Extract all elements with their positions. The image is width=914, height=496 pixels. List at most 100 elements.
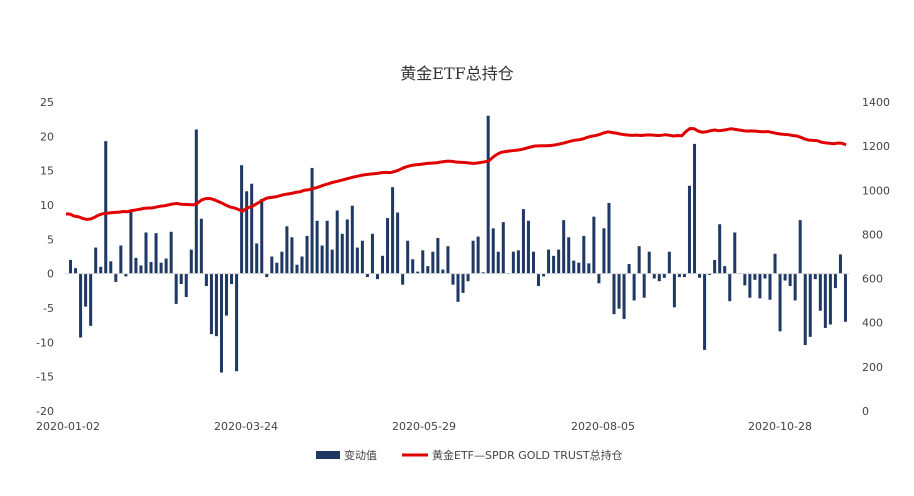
change-bar: [687, 185, 691, 274]
change-bar: [788, 273, 792, 287]
change-bar: [245, 191, 249, 274]
change-bar: [411, 259, 415, 274]
change-bar: [391, 187, 395, 274]
change-bar: [838, 254, 842, 274]
change-bar: [89, 273, 93, 326]
change-bar: [74, 268, 78, 274]
change-bar: [813, 273, 817, 280]
change-bar: [843, 273, 847, 322]
change-bar: [743, 273, 747, 286]
right-tick-label: 1000: [862, 184, 890, 197]
change-bar: [320, 245, 324, 274]
change-bar: [521, 209, 525, 274]
change-bar: [345, 219, 349, 274]
change-bar: [335, 210, 339, 274]
change-bar: [144, 232, 148, 274]
change-bar: [763, 273, 767, 279]
change-bar: [733, 232, 737, 274]
change-bar: [552, 255, 556, 274]
x-tick-label: 2020-01-02: [36, 420, 100, 433]
change-bar: [451, 273, 455, 285]
left-tick-label: -10: [36, 336, 54, 349]
change-bar: [461, 273, 465, 293]
legend-line-label: 黄金ETF—SPDR GOLD TRUST总持仓: [432, 448, 623, 462]
x-tick-label: 2020-08-05: [571, 420, 635, 433]
change-bar: [174, 273, 178, 304]
right-tick-label: 1400: [862, 96, 890, 109]
change-bar: [209, 273, 213, 335]
change-bar: [476, 236, 480, 274]
change-bar: [818, 273, 822, 311]
left-tick-label: 15: [40, 165, 54, 178]
change-bar: [124, 273, 128, 277]
change-bar: [79, 273, 83, 338]
change-bar: [285, 226, 289, 274]
change-bar: [230, 273, 234, 284]
change-bar: [567, 237, 571, 274]
change-bar: [305, 235, 309, 274]
change-bar: [456, 273, 460, 302]
change-bar: [99, 266, 103, 274]
change-bar: [184, 273, 188, 298]
holdings-line: [65, 126, 847, 221]
change-bar: [149, 261, 153, 274]
change-bar: [632, 273, 636, 301]
change-bar: [531, 251, 535, 274]
change-bar: [375, 273, 379, 280]
change-bar: [672, 273, 676, 308]
change-bar: [179, 273, 183, 284]
left-tick-label: 10: [40, 199, 54, 212]
change-bar: [441, 269, 445, 274]
change-bar: [290, 237, 294, 274]
change-bar: [642, 273, 646, 298]
change-bar: [768, 273, 772, 300]
change-bar: [265, 273, 269, 278]
change-bar: [587, 263, 591, 274]
change-bar: [652, 273, 656, 279]
change-bar: [496, 251, 500, 274]
legend-bar-label: 变动值: [344, 448, 377, 462]
change-bar: [708, 273, 712, 276]
change-bar: [381, 255, 385, 274]
change-bar: [486, 115, 490, 274]
change-bar: [350, 205, 354, 274]
change-bar: [627, 264, 631, 274]
x-tick-label: 2020-03-24: [214, 420, 278, 433]
change-bar: [109, 261, 113, 274]
change-bar: [808, 273, 812, 337]
change-bar: [693, 143, 697, 274]
change-bar: [607, 202, 611, 274]
right-tick-label: 0: [862, 405, 869, 418]
change-bar: [154, 233, 158, 274]
change-bar: [572, 260, 576, 274]
change-bar: [667, 251, 671, 274]
change-bar: [753, 273, 757, 280]
left-y-axis: 25 20 15 10 5 0 -5 -10 -15 -20: [36, 96, 54, 418]
change-bar: [421, 250, 425, 274]
change-bar: [325, 220, 329, 274]
change-bar: [436, 237, 440, 274]
change-bar: [718, 224, 722, 274]
change-bar: [225, 273, 229, 316]
change-bar: [562, 220, 566, 274]
change-bar: [139, 265, 143, 274]
change-bar: [401, 273, 405, 285]
change-bar: [386, 218, 390, 274]
change-bar: [194, 129, 198, 274]
change-bar: [798, 220, 802, 274]
left-tick-label: 20: [40, 130, 54, 143]
change-bar: [219, 273, 223, 373]
legend: 变动值 黄金ETF—SPDR GOLD TRUST总持仓: [316, 448, 623, 462]
x-tick-label: 2020-10-28: [748, 420, 812, 433]
left-tick-label: 5: [47, 233, 54, 246]
change-bar: [557, 249, 561, 274]
change-bar: [446, 246, 450, 274]
change-bar: [778, 273, 782, 332]
change-bar: [602, 228, 606, 274]
change-bar: [481, 272, 485, 274]
change-bar: [728, 273, 732, 302]
left-tick-label: -15: [36, 371, 54, 384]
change-bar: [330, 249, 334, 274]
left-tick-label: 0: [47, 268, 54, 281]
change-bar: [597, 273, 601, 284]
